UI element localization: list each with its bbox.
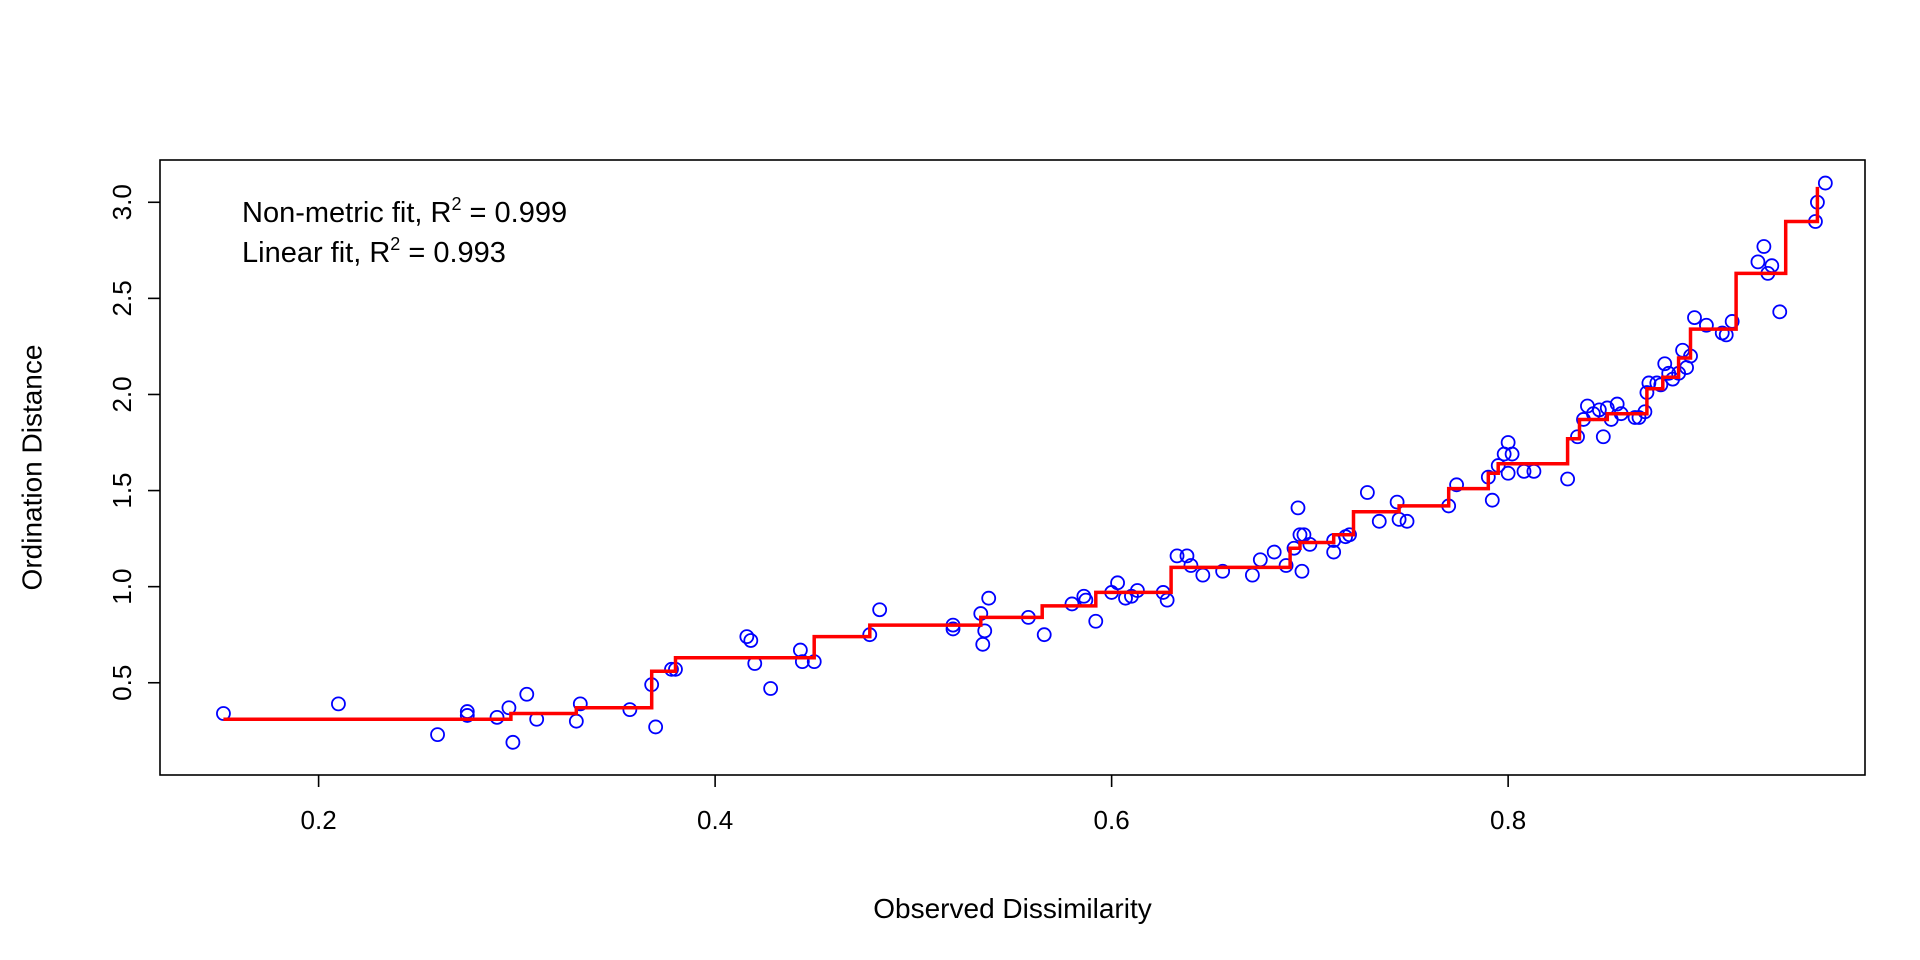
data-point (1772, 304, 1788, 320)
data-point (1591, 402, 1607, 418)
data-point (1179, 548, 1195, 564)
step-fit-line (223, 186, 1820, 722)
data-point (1110, 575, 1125, 591)
legend: Non-metric fit, R2 = 0.999 Linear fit, R… (242, 194, 567, 269)
plot-frame (159, 159, 1866, 776)
data-point (1484, 492, 1500, 508)
legend-nonmetric-label: Non-metric fit, R (242, 197, 451, 229)
data-point (945, 621, 961, 637)
data-point (572, 696, 588, 712)
data-point (505, 734, 521, 750)
x-axis-title: Observed Dissimilarity (873, 893, 1152, 924)
data-point (977, 623, 993, 639)
data-point (1215, 563, 1231, 579)
data-point (1570, 429, 1585, 445)
data-point (794, 654, 810, 670)
data-point (1657, 356, 1673, 372)
legend-nonmetric-value: = 0.999 (462, 197, 568, 229)
data-point (1637, 404, 1653, 420)
data-point (1595, 429, 1611, 445)
data-point (739, 629, 755, 645)
data-point (519, 686, 535, 702)
x-tick-label: 0.8 (1490, 805, 1526, 835)
y-tick-label: 1.5 (107, 472, 137, 508)
data-point (981, 590, 997, 606)
legend-nonmetric-sup: 2 (451, 194, 461, 214)
data-point (1399, 513, 1415, 529)
data-point (1183, 558, 1199, 573)
data-point (1500, 465, 1516, 481)
data-point (331, 696, 346, 712)
data-point (872, 602, 888, 618)
x-tick-label: 0.2 (301, 805, 337, 835)
y-tick-label: 3.0 (107, 184, 137, 220)
data-point (763, 681, 779, 696)
data-point (743, 633, 759, 648)
data-point (1750, 254, 1766, 270)
legend-nonmetric-fit: Non-metric fit, R2 = 0.999 (242, 194, 567, 229)
data-point (1504, 446, 1520, 462)
y-axis: 0.5 1.0 1.5 2.0 2.5 3.0 (107, 184, 160, 701)
data-point (501, 700, 517, 716)
data-point (1278, 558, 1294, 573)
legend-linear-sup: 2 (390, 234, 400, 254)
data-point (1560, 471, 1576, 487)
data-point (664, 661, 679, 677)
data-point (648, 719, 664, 735)
data-point (1449, 477, 1464, 493)
data-point (459, 708, 475, 723)
data-point (1294, 563, 1310, 579)
data-point (1036, 627, 1052, 643)
data-point (1130, 583, 1145, 598)
data-point (622, 702, 638, 718)
data-point (1266, 544, 1282, 560)
data-point (1088, 613, 1104, 629)
data-point (489, 709, 505, 725)
x-axis: 0.2 0.4 0.6 0.8 (301, 775, 1526, 835)
y-tick-label: 0.5 (107, 665, 137, 701)
data-point (1169, 548, 1185, 564)
data-point (1653, 377, 1669, 393)
data-point (1371, 513, 1387, 529)
data-point (1609, 396, 1625, 412)
x-tick-label: 0.6 (1094, 805, 1130, 835)
legend-linear-label: Linear fit, R (242, 237, 390, 269)
data-point (1359, 485, 1375, 500)
y-axis-title: Ordination Distance (16, 345, 47, 591)
data-point (1290, 500, 1306, 516)
x-tick-label: 0.4 (697, 805, 733, 835)
data-point (1302, 536, 1318, 552)
legend-linear-fit: Linear fit, R2 = 0.993 (242, 234, 506, 269)
data-point (1756, 239, 1772, 254)
y-tick-label: 2.5 (107, 280, 137, 316)
data-point (1687, 310, 1702, 325)
legend-linear-value: = 0.993 (400, 237, 506, 269)
data-point (1326, 544, 1342, 560)
data-point (430, 727, 445, 743)
y-tick-label: 1.0 (107, 569, 137, 605)
data-point (1698, 317, 1714, 333)
data-point (1389, 494, 1405, 510)
data-point (1817, 175, 1833, 191)
data-point (1064, 596, 1080, 612)
y-tick-label: 2.0 (107, 376, 137, 412)
